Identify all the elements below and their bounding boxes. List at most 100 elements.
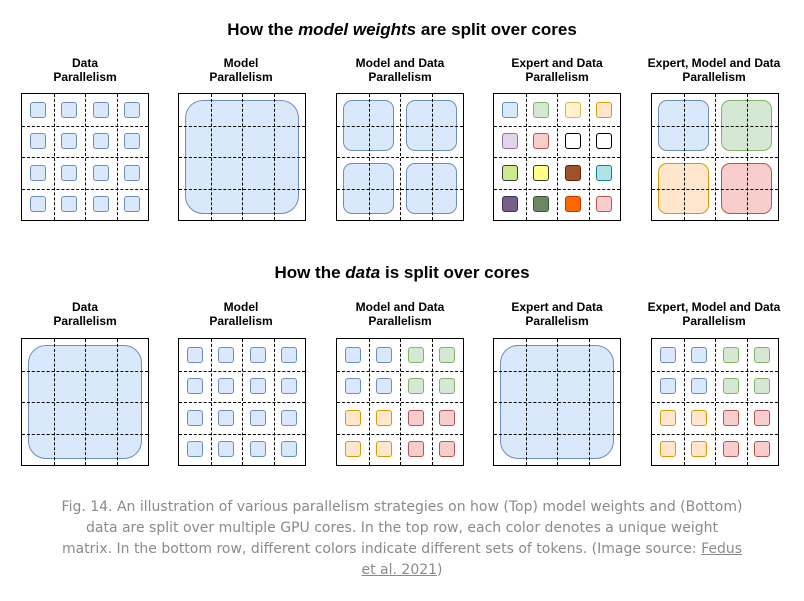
grid-top-model-parallelism: [178, 93, 306, 221]
core-block: [124, 164, 141, 181]
source-link[interactable]: Fedus et al. 2021: [361, 541, 743, 578]
core-block: [376, 409, 393, 426]
core-block: [407, 441, 424, 458]
core-block: [344, 441, 361, 458]
core-block: [754, 441, 771, 458]
core-block: [29, 101, 46, 118]
grid-divider: [588, 94, 590, 220]
core-block: [439, 409, 456, 426]
grid-bottom-data-parallelism: [21, 338, 149, 466]
grid-divider: [652, 188, 778, 190]
core-block: [376, 346, 393, 363]
core-block: [281, 378, 298, 395]
title-prefix: How the: [227, 20, 299, 39]
core-block: [376, 441, 393, 458]
grid-divider: [494, 402, 620, 403]
core-block: [186, 346, 203, 363]
caption-text: Fig. 14. An illustration of various para…: [61, 499, 743, 557]
top-label-data-parallelism: Data Parallelism: [53, 56, 117, 84]
core-block: [249, 346, 266, 363]
core-block: [376, 378, 393, 395]
title-emphasis: model weights: [298, 20, 417, 39]
core-block: [596, 164, 613, 181]
grid-bottom-expert-and-data-parallelism: [493, 338, 621, 466]
core-block: [281, 441, 298, 458]
core-block: [722, 441, 739, 458]
grid-top-data-parallelism: [21, 93, 149, 221]
core-block: [407, 378, 424, 395]
grid-divider: [494, 157, 620, 158]
core-block: [722, 409, 739, 426]
title-emphasis: data: [345, 263, 381, 282]
core-block: [61, 101, 78, 118]
core-block: [659, 441, 676, 458]
core-block: [218, 346, 235, 363]
grid-divider: [337, 188, 463, 190]
core-block: [249, 441, 266, 458]
top-label-expert-and-data-parallelism: Expert and Data Parallelism: [511, 56, 603, 84]
core-block: [596, 101, 613, 118]
top-label-expert-model-data-parallelism: Expert, Model and Data Parallelism: [647, 56, 781, 84]
grid-divider: [588, 339, 590, 465]
core-block: [691, 441, 708, 458]
core-block: [533, 164, 550, 181]
core-block: [564, 133, 581, 150]
core-block: [29, 133, 46, 150]
core-block: [439, 441, 456, 458]
core-block: [124, 196, 141, 213]
grid-divider: [179, 157, 305, 158]
core-block: [754, 346, 771, 363]
bottom-label-model-and-data-parallelism: Model and Data Parallelism: [355, 300, 445, 328]
bottom-label-data-parallelism: Data Parallelism: [53, 300, 117, 328]
core-block: [564, 164, 581, 181]
core-block: [281, 409, 298, 426]
core-block: [596, 196, 613, 213]
grid-divider: [116, 94, 118, 220]
core-block: [124, 101, 141, 118]
grid-divider: [652, 157, 778, 158]
core-block: [249, 378, 266, 395]
core-block: [533, 133, 550, 150]
top-label-model-and-data-parallelism: Model and Data Parallelism: [355, 56, 445, 84]
core-block: [501, 101, 518, 118]
grid-divider: [337, 433, 463, 435]
core-block: [344, 378, 361, 395]
core-block: [61, 164, 78, 181]
grid-top-expert-model-data-parallelism: [651, 93, 779, 221]
grid-bottom-model-parallelism: [178, 338, 306, 466]
grid-divider: [179, 188, 305, 190]
core-block: [92, 196, 109, 213]
core-block: [92, 101, 109, 118]
grid-divider: [116, 339, 118, 465]
core-block: [533, 101, 550, 118]
title-prefix: How the: [274, 263, 346, 282]
grid-divider: [22, 157, 148, 158]
core-block: [691, 378, 708, 395]
core-block: [249, 409, 266, 426]
core-block: [92, 133, 109, 150]
core-block: [501, 164, 518, 181]
core-block: [61, 196, 78, 213]
bottom-label-model-parallelism: Model Parallelism: [209, 300, 273, 328]
top-section-title: How the model weights are split over cor…: [0, 20, 804, 40]
core-block: [691, 409, 708, 426]
grid-divider: [273, 339, 275, 465]
core-block: [691, 346, 708, 363]
core-block: [533, 196, 550, 213]
core-block: [564, 196, 581, 213]
grid-divider: [494, 433, 620, 435]
core-block: [659, 346, 676, 363]
top-label-model-parallelism: Model Parallelism: [209, 56, 273, 84]
core-block: [659, 409, 676, 426]
core-block: [29, 196, 46, 213]
core-block: [281, 346, 298, 363]
grid-divider: [652, 433, 778, 435]
core-block: [218, 378, 235, 395]
grid-divider: [652, 402, 778, 403]
core-block: [186, 378, 203, 395]
grid-divider: [22, 433, 148, 435]
grid-divider: [431, 339, 433, 465]
grid-divider: [22, 402, 148, 403]
grid-divider: [494, 188, 620, 190]
grid-divider: [746, 339, 748, 465]
